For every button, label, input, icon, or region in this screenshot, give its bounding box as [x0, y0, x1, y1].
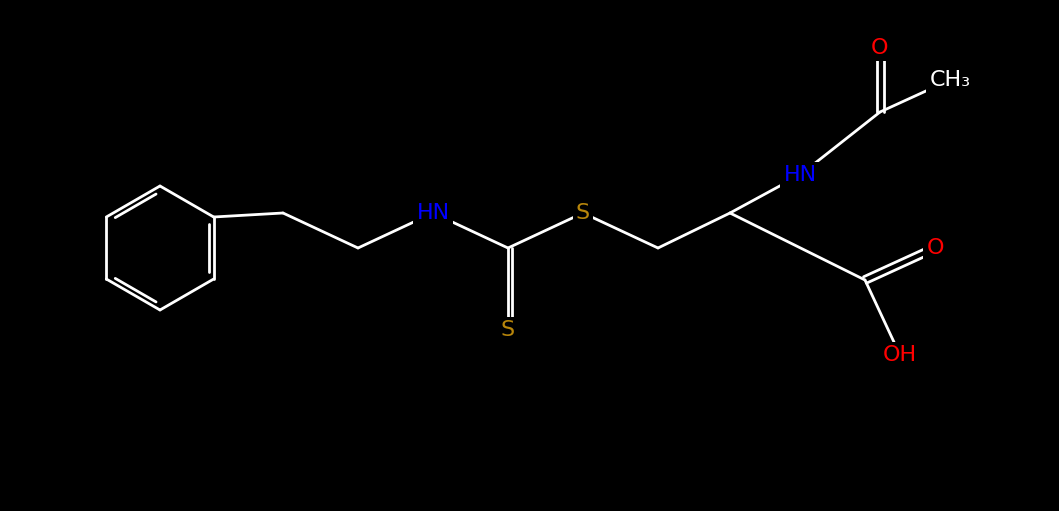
Text: S: S [501, 320, 515, 340]
Text: OH: OH [883, 345, 917, 365]
Text: O: O [872, 38, 889, 58]
Text: S: S [576, 203, 590, 223]
Text: HN: HN [416, 203, 450, 223]
Text: CH₃: CH₃ [930, 70, 970, 90]
Text: O: O [927, 238, 944, 258]
Text: HN: HN [784, 165, 816, 185]
